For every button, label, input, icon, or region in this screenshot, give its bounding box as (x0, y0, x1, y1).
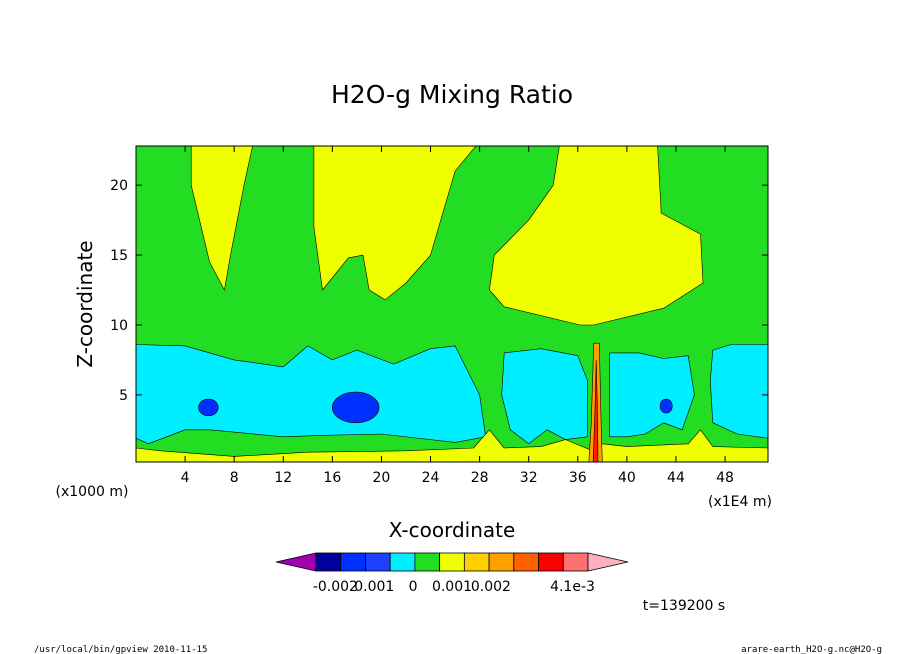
x-tick-label: 16 (323, 470, 341, 486)
colorbar-swatch (513, 552, 539, 572)
x-tick-label: 32 (520, 470, 538, 486)
cyan-right-a (501, 348, 588, 445)
colorbar-swatch (538, 552, 564, 572)
colorbar-label: -0.002 (313, 579, 358, 595)
footer-left: /usr/local/bin/gpview 2010-11-15 (34, 645, 207, 654)
y-tick-label: 20 (110, 178, 128, 194)
colorbar-swatch (463, 552, 490, 572)
colorbar-swatch (488, 552, 515, 572)
time-label: t=139200 s (643, 598, 725, 614)
x-unit-label: (x1E4 m) (708, 494, 772, 510)
yellow-plume-a (190, 146, 253, 291)
colorbar-swatch (340, 552, 366, 572)
footer-right: arare-earth_H2O-g.nc@H2O-g (741, 645, 882, 654)
colorbar-label: 4.1e-3 (550, 579, 595, 595)
plot-frame (135, 145, 769, 463)
y-axis-label: Z-coordinate (73, 240, 97, 367)
z-unit-label: (x1000 m) (56, 484, 129, 500)
x-tick-label: 24 (422, 470, 440, 486)
chart-title: H2O-g Mixing Ratio (331, 80, 573, 109)
x-tick-label: 4 (181, 470, 190, 486)
x-tick-label: 40 (618, 470, 636, 486)
blue-cell-a (198, 398, 219, 417)
yellow-plume-b (313, 146, 477, 301)
x-tick-label: 36 (569, 470, 587, 486)
x-tick-label: 12 (274, 470, 292, 486)
cyan-right-b (609, 352, 695, 438)
yellow-surface (136, 429, 768, 462)
colorbar-label: 0.001 (432, 579, 472, 595)
colorbar-swatch (365, 552, 391, 572)
yellow-plume-c (489, 146, 704, 326)
x-tick-label: 48 (716, 470, 734, 486)
colorbar-over-triangle (587, 552, 629, 572)
colorbar-swatch (414, 552, 441, 572)
colorbar-label: 0.001 (354, 579, 394, 595)
x-tick-label: 28 (471, 470, 489, 486)
colorbar-swatch (439, 552, 465, 572)
x-axis: 4 8 12 16 20 24 28 32 36 40 44 48 (181, 146, 734, 486)
cyan-right-c (709, 344, 768, 439)
x-tick-label: 8 (230, 470, 239, 486)
colorbar-under-triangle (275, 552, 317, 572)
red-jet-core (592, 359, 599, 462)
y-tick-label: 15 (110, 248, 128, 264)
contour-field (136, 146, 768, 462)
colorbar-swatch (389, 552, 416, 572)
colorbar-swatch (315, 552, 342, 572)
x-axis-label: X-coordinate (389, 518, 516, 542)
x-tick-label: 44 (667, 470, 685, 486)
blue-cell-b (332, 391, 380, 424)
colorbar-label: 0.002 (471, 579, 511, 595)
x-tick-label: 20 (373, 470, 391, 486)
cyan-band (136, 344, 487, 445)
y-tick-label: 10 (110, 318, 128, 334)
colorbar-swatch (562, 552, 589, 572)
blue-cell-c (659, 398, 673, 414)
y-tick-label: 5 (119, 388, 128, 404)
colorbar-label: 0 (409, 579, 418, 595)
y-axis: 5 10 15 20 (110, 178, 768, 404)
